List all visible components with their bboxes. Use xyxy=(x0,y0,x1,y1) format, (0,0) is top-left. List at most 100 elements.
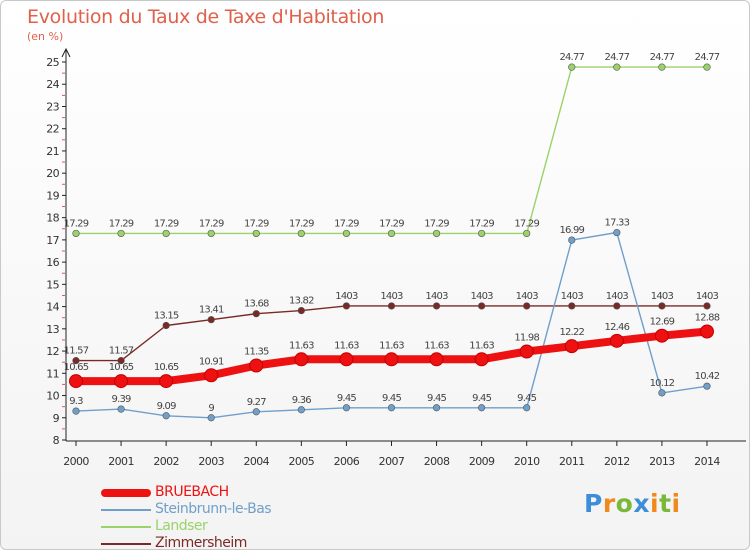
data-label-steinbrunn-le-bas: 9.39 xyxy=(112,394,132,405)
logo-letter: i xyxy=(671,489,681,518)
data-point-steinbrunn-le-bas xyxy=(72,407,80,415)
data-point-bruebach xyxy=(294,352,309,367)
data-point-steinbrunn-le-bas xyxy=(658,389,666,397)
x-tick-label: 2006 xyxy=(334,455,360,468)
y-tick-label: 13 xyxy=(46,323,59,336)
logo-letter: r xyxy=(602,489,616,518)
data-point-steinbrunn-le-bas xyxy=(162,412,170,420)
data-point-zimmersheim xyxy=(342,302,351,310)
y-tick-label: 15 xyxy=(46,278,59,291)
data-label-zimmersheim: 11.57 xyxy=(109,346,134,357)
y-tick-label: 21 xyxy=(46,145,59,158)
y-tick-label: 19 xyxy=(46,189,59,202)
data-label-steinbrunn-le-bas: 9.09 xyxy=(157,401,177,412)
y-tick-label: 18 xyxy=(46,212,59,225)
y-tick-label: 16 xyxy=(46,256,59,269)
data-label-zimmersheim: 13.15 xyxy=(154,310,179,321)
legend-label-bruebach: BRUEBACH xyxy=(155,484,229,500)
data-point-steinbrunn-le-bas xyxy=(117,405,125,413)
data-point-landser xyxy=(207,229,215,238)
x-tick-label: 2000 xyxy=(63,455,89,468)
data-label-bruebach: 11.63 xyxy=(424,340,449,351)
data-label-landser: 17.29 xyxy=(244,218,269,229)
data-label-landser: 17.29 xyxy=(469,218,494,229)
data-point-bruebach xyxy=(519,344,534,359)
data-point-bruebach xyxy=(654,328,669,343)
data-label-zimmersheim: 1403 xyxy=(335,291,358,302)
data-label-steinbrunn-le-bas: 9.36 xyxy=(292,395,312,406)
data-point-landser xyxy=(703,63,711,71)
data-point-zimmersheim xyxy=(162,321,170,330)
legend-item-steinbrunn-le-bas: Steinbrunn-le-Bas xyxy=(101,501,341,518)
chart-title: Evolution du Taux de Taxe d'Habitation xyxy=(27,6,385,28)
logo-letter: o xyxy=(615,489,634,518)
unit-label: (en %) xyxy=(27,30,64,43)
data-label-bruebach: 10.65 xyxy=(109,362,134,373)
y-tick-label: 9 xyxy=(53,412,60,425)
data-point-bruebach xyxy=(69,374,83,389)
x-tick-label: 2010 xyxy=(514,455,540,468)
y-tick-label: 12 xyxy=(46,345,59,358)
data-label-zimmersheim: 1403 xyxy=(651,291,674,302)
data-point-bruebach xyxy=(609,333,624,348)
data-label-zimmersheim: 1403 xyxy=(516,291,539,302)
x-tick-label: 2014 xyxy=(694,455,720,468)
data-point-bruebach xyxy=(114,374,129,389)
legend-label-zimmersheim: Zimmersheim xyxy=(155,535,247,550)
legend-item-landser: Landser xyxy=(101,518,341,535)
data-label-bruebach: 11.63 xyxy=(334,340,359,351)
data-point-landser xyxy=(117,229,125,238)
data-point-steinbrunn-le-bas xyxy=(432,404,441,412)
data-label-bruebach: 10.65 xyxy=(64,362,89,373)
logo-letter: P xyxy=(584,489,603,518)
legend-item-zimmersheim: Zimmersheim xyxy=(101,535,341,550)
x-tick-label: 2003 xyxy=(198,455,224,468)
data-label-steinbrunn-le-bas: 10.12 xyxy=(650,378,675,389)
data-point-bruebach xyxy=(339,352,354,367)
data-label-zimmersheim: 1403 xyxy=(561,291,584,302)
x-tick-label: 2002 xyxy=(153,455,179,468)
data-point-landser xyxy=(613,63,621,71)
series-line-landser xyxy=(75,66,708,235)
data-label-bruebach: 11.35 xyxy=(244,347,269,358)
data-point-zimmersheim xyxy=(432,302,441,310)
data-label-zimmersheim: 13.41 xyxy=(199,305,224,316)
data-point-landser xyxy=(658,63,666,71)
data-point-zimmersheim xyxy=(207,316,215,324)
data-point-steinbrunn-le-bas xyxy=(252,408,260,416)
data-point-bruebach xyxy=(564,339,579,354)
data-label-bruebach: 12.88 xyxy=(695,312,720,323)
data-point-bruebach xyxy=(159,374,174,389)
x-tick-label: 2009 xyxy=(469,455,495,468)
data-point-steinbrunn-le-bas xyxy=(613,228,621,237)
data-point-zimmersheim xyxy=(703,302,711,310)
data-label-bruebach: 11.98 xyxy=(514,333,539,344)
y-tick-label: 20 xyxy=(46,167,59,180)
data-point-zimmersheim xyxy=(72,357,80,365)
y-axis-arrow xyxy=(61,47,71,58)
data-label-steinbrunn-le-bas: 9.3 xyxy=(69,396,83,407)
data-label-steinbrunn-le-bas: 9.45 xyxy=(427,393,447,404)
x-tick-label: 2001 xyxy=(108,455,134,468)
data-point-bruebach xyxy=(384,352,399,367)
axes: 8 9 10 11 12 13 14 15 16 17 18 19 20 21 22 23 24 25 2000 20… xyxy=(46,47,746,468)
data-label-bruebach: 12.22 xyxy=(559,327,584,338)
data-label-steinbrunn-le-bas: 9.45 xyxy=(517,393,537,404)
x-tick-label: 2005 xyxy=(289,455,315,468)
legend-swatch-landser xyxy=(101,526,151,528)
data-point-steinbrunn-le-bas xyxy=(568,236,576,244)
data-point-landser xyxy=(432,229,441,238)
data-label-bruebach: 12.46 xyxy=(605,322,630,333)
y-tick-label: 11 xyxy=(46,367,59,380)
data-point-steinbrunn-le-bas xyxy=(523,404,531,412)
data-point-steinbrunn-le-bas xyxy=(703,382,711,390)
data-label-landser: 17.29 xyxy=(154,218,179,229)
y-tick-label: 23 xyxy=(46,100,59,113)
data-label-zimmersheim: 1403 xyxy=(606,291,629,302)
y-tick-label: 25 xyxy=(46,56,59,69)
data-point-steinbrunn-le-bas xyxy=(297,406,305,414)
data-point-landser xyxy=(342,229,351,238)
x-tick-label: 2008 xyxy=(424,455,450,468)
data-point-zimmersheim xyxy=(613,302,621,310)
